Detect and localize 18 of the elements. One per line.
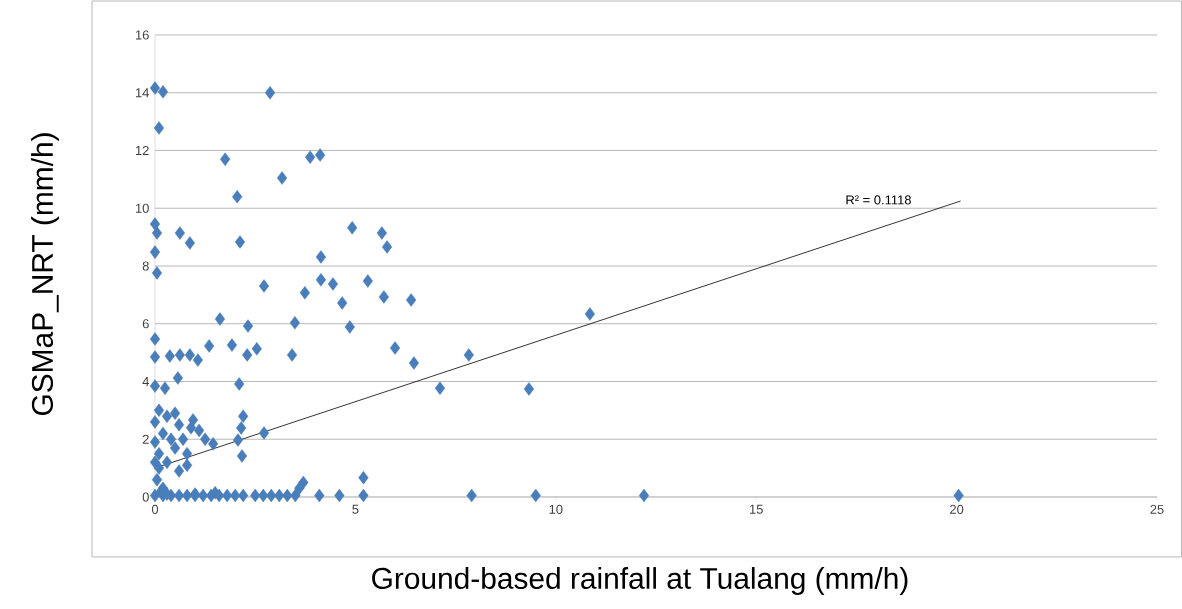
x-tick-label: 20 [950, 504, 964, 514]
y-tick-label: 4 [142, 377, 149, 386]
y-tick-label: 10 [135, 203, 149, 213]
annotation: R² = 0.1118 [846, 195, 911, 205]
x-tick-label: 15 [749, 504, 763, 514]
y-tick-label: 6 [142, 319, 149, 329]
y-tick-label: 14 [135, 88, 149, 98]
y-tick-label: 12 [135, 145, 149, 156]
x-tick-label: 5 [352, 504, 359, 514]
x-tick-label: 25 [1150, 504, 1164, 514]
y-tick-label: 8 [142, 261, 149, 271]
x-axis-title: Ground-based rainfall at Tualang (mm/h) [372, 567, 908, 595]
x-tick-label: 10 [549, 504, 563, 514]
y-tick-label: 0 [142, 492, 149, 502]
y-tick-label: 2 [142, 434, 149, 444]
y-tick-label: 16 [135, 30, 149, 40]
x-tick-label: 0 [151, 504, 159, 514]
y-axis-title: GSMaP_NRT (mm/h) [31, 133, 59, 416]
